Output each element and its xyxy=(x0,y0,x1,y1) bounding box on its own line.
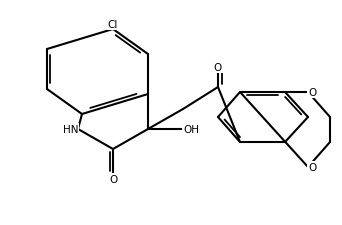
Text: O: O xyxy=(308,88,316,98)
Text: O: O xyxy=(308,162,316,172)
Text: O: O xyxy=(109,174,117,184)
Text: HN: HN xyxy=(63,124,78,134)
Text: OH: OH xyxy=(183,124,199,134)
Text: Cl: Cl xyxy=(108,20,118,30)
Text: O: O xyxy=(214,63,222,73)
